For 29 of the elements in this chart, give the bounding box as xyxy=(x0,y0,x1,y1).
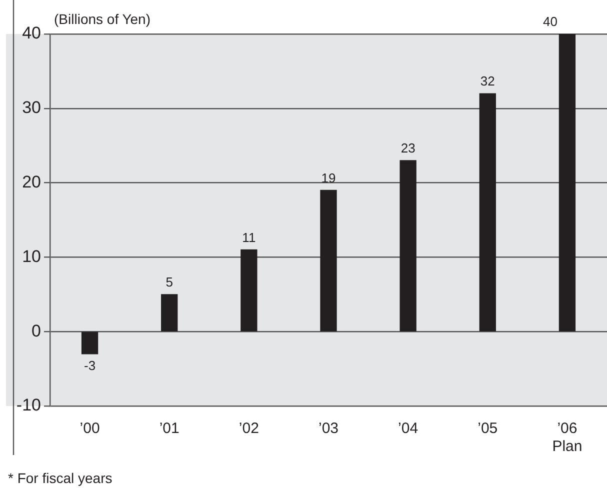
x-tick-label: ’01 xyxy=(159,420,180,438)
y-tick-label: 10 xyxy=(22,246,41,266)
text: * For fiscal years xyxy=(8,470,112,486)
bar xyxy=(81,332,98,354)
bar xyxy=(479,93,496,332)
x-tick-label: ’02 xyxy=(238,420,259,438)
x-tick-label: ’05 xyxy=(478,420,498,438)
bar xyxy=(558,34,576,332)
y-tick-label: -10 xyxy=(16,396,41,415)
y-axis-title: (Billions of Yen) xyxy=(54,10,151,27)
y-tick-label: 0 xyxy=(32,321,41,340)
x-tick-label: ’00 xyxy=(80,420,100,438)
y-tick-label: 30 xyxy=(22,98,41,118)
data-label: 11 xyxy=(242,230,256,245)
y-tick-label: 40 xyxy=(22,24,41,43)
data-label: 5 xyxy=(166,274,173,290)
x-tick-label: ’03 xyxy=(318,420,339,438)
x-tick-label: ’04 xyxy=(398,420,418,438)
data-label: 40 xyxy=(542,14,558,30)
data-label: -3 xyxy=(84,358,96,373)
bar xyxy=(400,160,416,332)
data-label: 32 xyxy=(480,74,495,89)
y-tick-label: 20 xyxy=(22,172,41,192)
bar xyxy=(161,294,178,332)
data-label: 19 xyxy=(321,170,336,186)
bar xyxy=(320,190,337,332)
x-tick-label: ’06 Plan xyxy=(552,420,582,456)
data-label: 23 xyxy=(400,140,416,156)
bar xyxy=(240,249,258,332)
